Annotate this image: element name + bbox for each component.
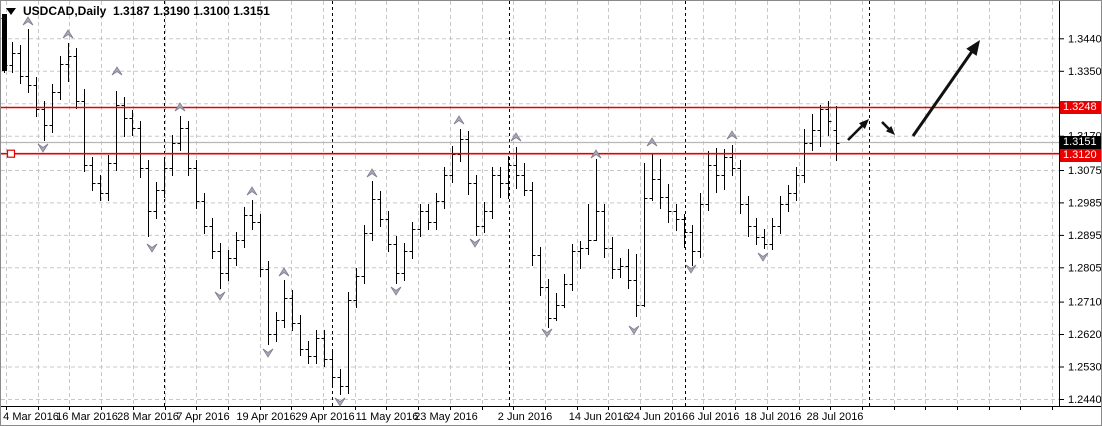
fractal-up-icon	[590, 149, 602, 159]
fractal-up-icon	[246, 186, 258, 196]
support-price-tag: 1.3120	[1060, 149, 1101, 162]
ohlc-bars-group	[1, 14, 840, 395]
date-tick-label: 24 Jun 2016	[628, 411, 689, 423]
fractal-down-icon	[37, 143, 49, 153]
trend-arrow-head-icon[interactable]	[966, 40, 980, 56]
fractal-up-icon	[22, 16, 34, 26]
fractal-down-icon	[685, 264, 697, 274]
date-tick-label: 23 May 2016	[414, 411, 478, 423]
price-tick-label: 1.2530	[1068, 362, 1102, 374]
price-tick-label: 1.2985	[1068, 197, 1102, 209]
date-tick-label: 6 Jul 2016	[689, 411, 740, 423]
price-tick-label: 1.2805	[1068, 262, 1102, 274]
price-tick-label: 1.3350	[1068, 66, 1102, 78]
fractal-down-icon	[469, 238, 481, 248]
title-collapse-triangle-icon[interactable]	[6, 7, 16, 15]
price-tick-label: 1.2895	[1068, 230, 1102, 242]
fractal-up-icon	[646, 137, 658, 147]
fractal-down-icon	[390, 286, 402, 296]
trend-arrow-shaft[interactable]	[911, 49, 974, 137]
fractal-up-icon	[726, 130, 738, 140]
date-tick-label: 4 Mar 2016	[3, 411, 59, 423]
fractal-up-icon	[278, 267, 290, 277]
fractal-up-icon	[111, 66, 123, 76]
price-tick-label: 1.2440	[1068, 394, 1102, 406]
fractal-up-icon	[510, 132, 522, 142]
title-space	[106, 4, 113, 18]
trend-arrow-shaft[interactable]	[847, 123, 865, 141]
date-tick-label: 29 Apr 2016	[295, 411, 354, 423]
fractal-up-icon	[366, 168, 378, 178]
date-tick-label: 16 Mar 2016	[56, 411, 118, 423]
date-tick-label: 28 Mar 2016	[117, 411, 179, 423]
fractal-down-icon	[214, 291, 226, 301]
date-tick-label: 7 Apr 2016	[176, 411, 229, 423]
chart-title: USDCAD,Daily 1.3187 1.3190 1.3100 1.3151	[6, 4, 270, 18]
fractal-up-icon	[174, 102, 186, 112]
hline-drag-handle[interactable]	[6, 149, 16, 158]
fractal-down-icon	[146, 243, 158, 253]
fractal-up-icon	[453, 115, 465, 125]
ohlc-quote-label: 1.3187 1.3190 1.3100 1.3151	[113, 4, 270, 18]
symbol-period-label: USDCAD,Daily	[23, 4, 107, 18]
date-tick-label: 14 Jun 2016	[569, 411, 630, 423]
fractal-down-icon	[541, 328, 553, 338]
fractal-down-icon	[628, 325, 640, 335]
date-tick-label: 11 May 2016	[356, 411, 419, 423]
price-tick-label: 1.2620	[1068, 329, 1102, 341]
date-tick-label: 19 Apr 2016	[236, 411, 295, 423]
fractal-up-icon	[62, 29, 74, 39]
trend-arrow-head-icon[interactable]	[885, 125, 895, 135]
fractal-down-icon	[757, 252, 769, 262]
date-tick-label: 28 Jul 2016	[807, 411, 864, 423]
fractal-down-icon	[334, 397, 346, 407]
clipped-first-bar	[2, 14, 7, 71]
fractal-down-icon	[262, 348, 274, 358]
trend-arrow-head-icon[interactable]	[858, 119, 869, 130]
price-tick-label: 1.2710	[1068, 297, 1102, 309]
resistance-price-tag: 1.3248	[1060, 101, 1101, 114]
price-tick-label: 1.3440	[1068, 33, 1102, 45]
bid-price-tag: 1.3151	[1060, 136, 1101, 149]
date-tick-label: 18 Jul 2016	[745, 411, 802, 423]
price-tick-label: 1.3075	[1068, 165, 1102, 177]
date-tick-label: 2 Jun 2016	[498, 411, 552, 423]
